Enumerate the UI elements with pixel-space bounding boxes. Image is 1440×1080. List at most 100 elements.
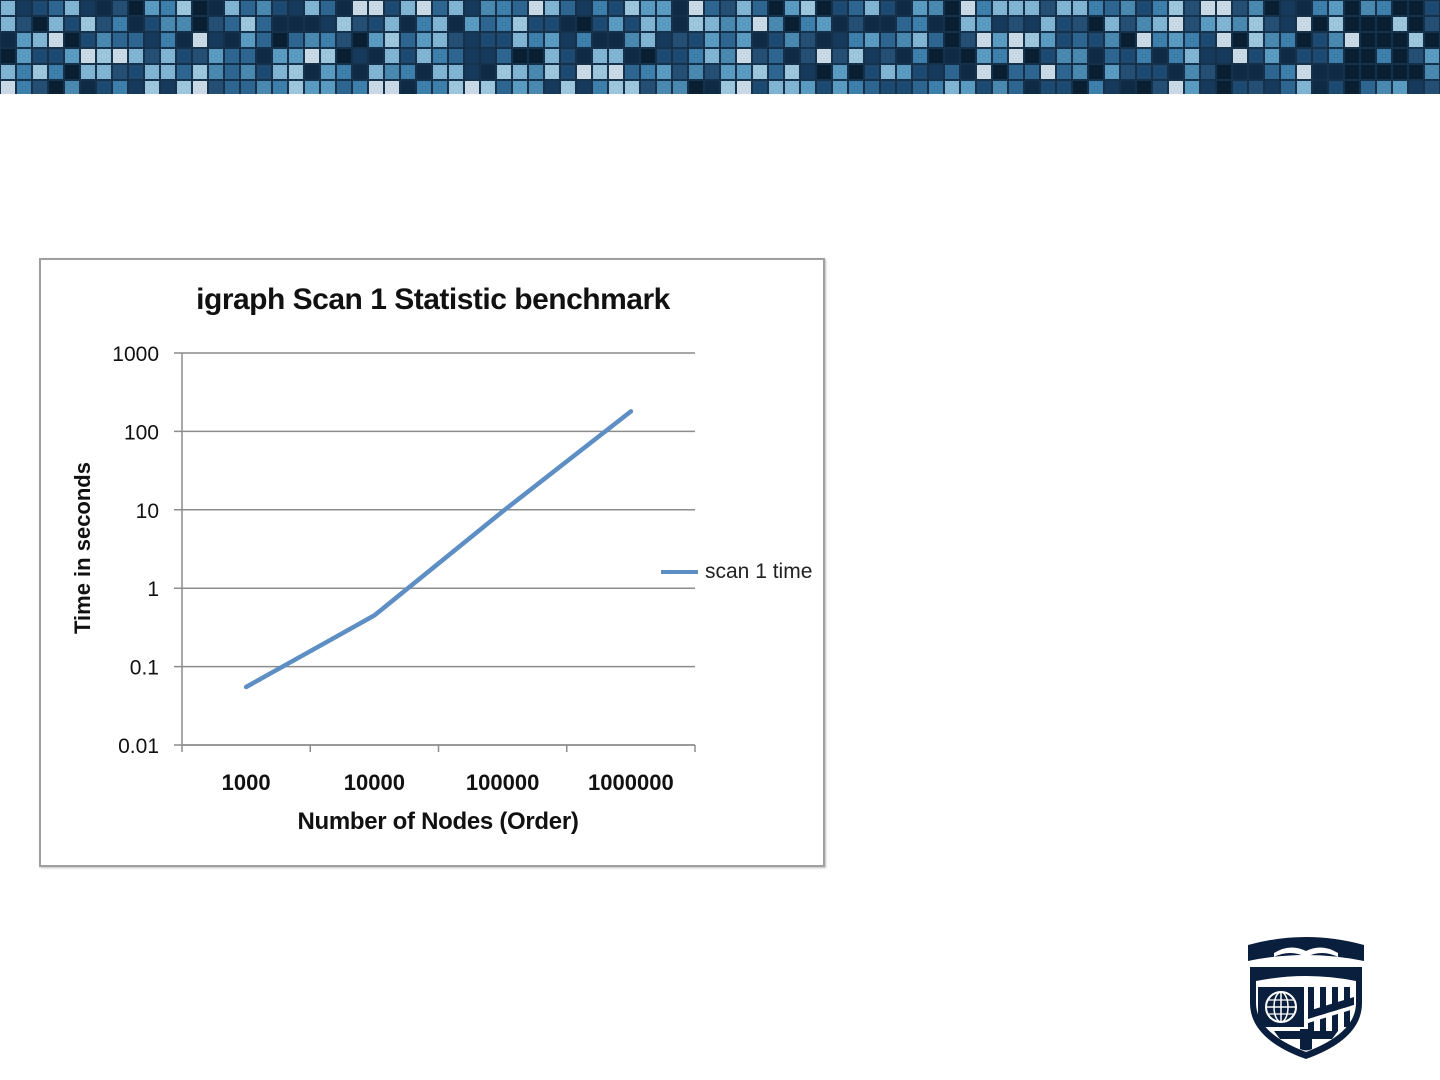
banner-tile bbox=[913, 49, 927, 63]
banner-tile bbox=[961, 81, 975, 94]
banner-tile bbox=[65, 17, 79, 31]
axes bbox=[181, 353, 696, 752]
banner-tile bbox=[1217, 33, 1231, 47]
banner-tile bbox=[1409, 1, 1423, 15]
x-tick-label: 1000000 bbox=[588, 770, 674, 795]
banner-tile bbox=[1041, 49, 1055, 63]
banner-tile bbox=[817, 49, 831, 63]
banner-tile bbox=[273, 1, 287, 15]
banner-tile bbox=[817, 33, 831, 47]
banner-tile bbox=[545, 1, 559, 15]
banner-tile bbox=[481, 65, 495, 79]
banner-tile bbox=[129, 81, 143, 94]
banner-tile bbox=[721, 65, 735, 79]
banner-tile bbox=[401, 65, 415, 79]
banner-tile bbox=[1105, 49, 1119, 63]
banner-tile bbox=[433, 33, 447, 47]
banner-tile bbox=[865, 1, 879, 15]
series-lines bbox=[243, 409, 634, 690]
banner-tile bbox=[113, 81, 127, 94]
banner-tile bbox=[593, 1, 607, 15]
banner-tile bbox=[481, 49, 495, 63]
banner-tile bbox=[737, 49, 751, 63]
banner-tile bbox=[657, 49, 671, 63]
banner-tile bbox=[737, 81, 751, 94]
banner-tile bbox=[1201, 49, 1215, 63]
banner-tile bbox=[769, 49, 783, 63]
banner-tile bbox=[545, 65, 559, 79]
banner-tile bbox=[513, 1, 527, 15]
banner-tile bbox=[481, 17, 495, 31]
banner-tile bbox=[1121, 49, 1135, 63]
y-tick-labels: 1000 100 10 1 0.1 0.01 bbox=[112, 343, 159, 758]
banner-tile bbox=[321, 49, 335, 63]
banner-tile bbox=[385, 17, 399, 31]
banner-tile bbox=[593, 81, 607, 94]
banner-tile bbox=[1297, 81, 1311, 94]
banner-tile bbox=[497, 49, 511, 63]
banner-tile bbox=[1041, 33, 1055, 47]
banner-tile bbox=[81, 1, 95, 15]
banner-tile bbox=[257, 33, 271, 47]
banner-tile bbox=[1281, 81, 1295, 94]
banner-tile bbox=[17, 81, 31, 94]
line-chart: 1000 100 10 1 0.1 0.01 1000 10000 100000 1000000 bbox=[112, 343, 696, 795]
banner-tile bbox=[1361, 33, 1375, 47]
banner-tile bbox=[289, 81, 303, 94]
banner-tile bbox=[961, 65, 975, 79]
banner-tile bbox=[833, 65, 847, 79]
banner-tile bbox=[1201, 1, 1215, 15]
banner-tile bbox=[561, 1, 575, 15]
banner-tile bbox=[577, 65, 591, 79]
banner-tile bbox=[1089, 33, 1103, 47]
banner-tile bbox=[833, 17, 847, 31]
banner-tile bbox=[1185, 81, 1199, 94]
banner-tile bbox=[193, 33, 207, 47]
banner-tile bbox=[545, 17, 559, 31]
banner-tile bbox=[481, 1, 495, 15]
banner-tile bbox=[129, 49, 143, 63]
banner-tile bbox=[97, 33, 111, 47]
y-tick-label: 0.01 bbox=[118, 735, 159, 758]
banner-tile bbox=[1137, 81, 1151, 94]
banner-tile bbox=[1025, 65, 1039, 79]
banner-tile bbox=[609, 65, 623, 79]
banner-tile bbox=[81, 49, 95, 63]
banner-tile bbox=[305, 49, 319, 63]
banner-tile bbox=[225, 81, 239, 94]
banner-tile bbox=[1041, 17, 1055, 31]
banner-tile bbox=[1089, 49, 1103, 63]
banner-tile bbox=[369, 81, 383, 94]
x-tick-labels: 1000 10000 100000 1000000 bbox=[222, 770, 674, 795]
banner-tile bbox=[721, 17, 735, 31]
banner-tile bbox=[865, 81, 879, 94]
banner-tile bbox=[97, 1, 111, 15]
mosaic-banner-image bbox=[1, 1, 1439, 94]
banner-tile bbox=[705, 33, 719, 47]
banner-tile bbox=[17, 17, 31, 31]
banner-tile bbox=[433, 49, 447, 63]
banner-tile bbox=[961, 17, 975, 31]
banner-tile bbox=[513, 17, 527, 31]
banner-tile bbox=[1041, 1, 1055, 15]
banner-tile bbox=[817, 65, 831, 79]
banner-tile bbox=[385, 81, 399, 94]
banner-tile bbox=[1153, 49, 1167, 63]
banner-tile bbox=[1185, 65, 1199, 79]
banner-tile bbox=[673, 17, 687, 31]
banner-tile bbox=[1393, 17, 1407, 31]
banner-tile bbox=[1313, 81, 1327, 94]
banner-tile bbox=[945, 81, 959, 94]
banner-tile bbox=[449, 17, 463, 31]
banner-tile bbox=[1345, 17, 1359, 31]
banner-tile bbox=[193, 81, 207, 94]
banner-tile bbox=[913, 81, 927, 94]
banner-tile bbox=[417, 17, 431, 31]
banner-tile bbox=[433, 81, 447, 94]
banner-tile bbox=[513, 65, 527, 79]
banner-tile bbox=[961, 1, 975, 15]
banner-tile bbox=[657, 1, 671, 15]
banner-tile bbox=[177, 49, 191, 63]
banner-tile bbox=[369, 49, 383, 63]
banner-tile bbox=[1169, 65, 1183, 79]
